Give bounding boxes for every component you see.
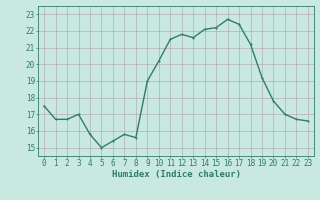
X-axis label: Humidex (Indice chaleur): Humidex (Indice chaleur) xyxy=(111,170,241,179)
